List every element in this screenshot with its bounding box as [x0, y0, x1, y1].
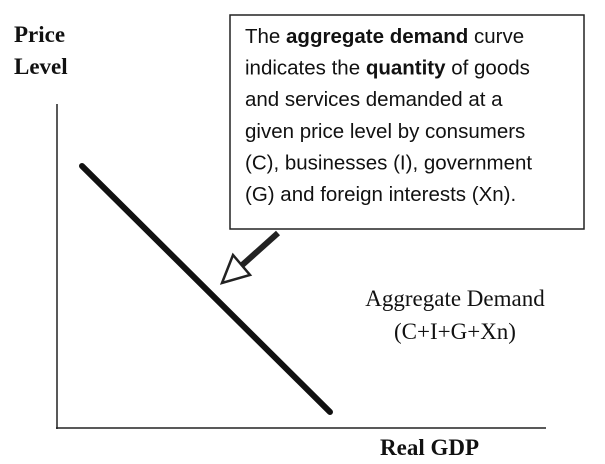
curve-label: Aggregate Demand — [365, 286, 545, 311]
callout-segment: given price level by consumers — [245, 120, 525, 143]
callout-line: indicates the quantity of goods — [245, 57, 530, 80]
arrow-shaft — [237, 230, 281, 270]
callout-line: (C), businesses (I), government — [245, 151, 532, 174]
callout-segment: (C), businesses (I), government — [245, 151, 532, 174]
callout-segment: and services demanded at a — [245, 88, 503, 111]
demand-curve — [79, 163, 333, 415]
callout-segment: curve — [468, 25, 524, 48]
callout-segment: (G) and foreign interests (Xn). — [245, 183, 516, 206]
callout-segment: indicates the — [245, 57, 366, 80]
arrow — [219, 230, 281, 285]
curve-label: (C+I+G+Xn) — [394, 319, 516, 344]
arrow-head — [219, 252, 253, 285]
callout-segment: of goods — [446, 57, 530, 80]
y-axis-label: Price — [14, 22, 65, 47]
callout-emphasis: quantity — [366, 57, 446, 80]
callout-line: and services demanded at a — [245, 88, 503, 111]
callout-line: (G) and foreign interests (Xn). — [245, 183, 516, 206]
callout-text: The aggregate demand curve indicates the … — [245, 25, 532, 206]
y-axis-label: Level — [14, 54, 68, 79]
callout-emphasis: aggregate demand — [286, 25, 468, 48]
callout-line: The aggregate demand curve — [245, 25, 524, 48]
callout-segment: The — [245, 25, 286, 48]
callout-box — [229, 14, 585, 230]
x-axis-label: Real GDP — [380, 435, 479, 460]
callout-line: given price level by consumers — [245, 120, 525, 143]
